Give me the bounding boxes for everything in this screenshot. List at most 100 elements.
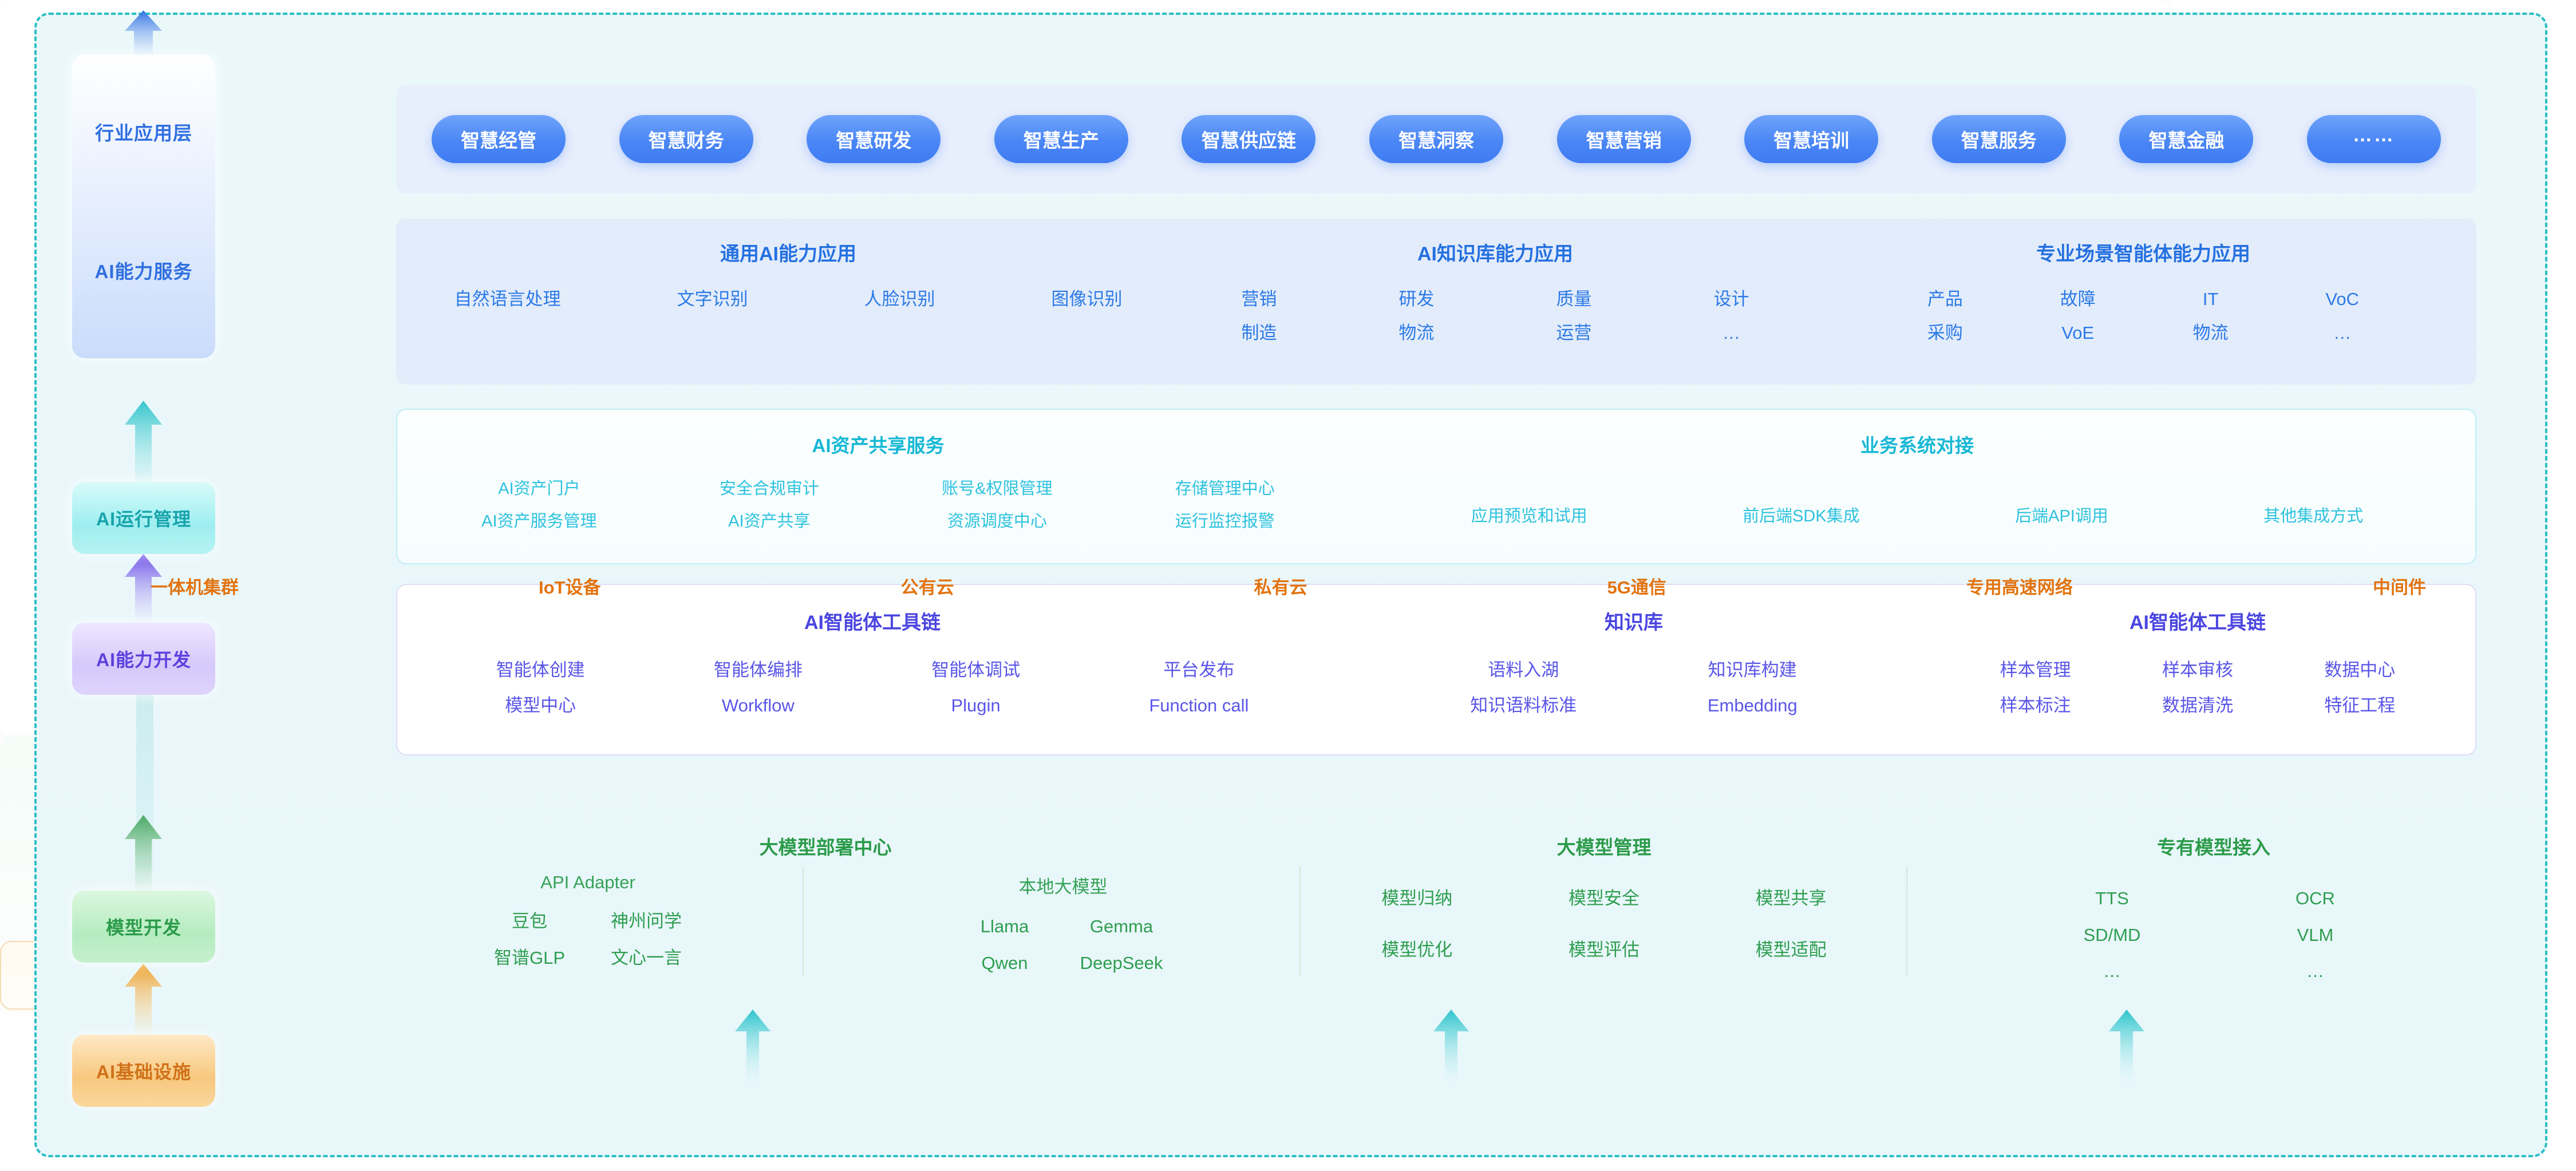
cell-row2: Qwen [981,952,1028,973]
mid-col-business-docking-title: 业务系统对接 [1860,435,1974,456]
management-cell[interactable]: 模型安全 模型评估 [1561,880,1647,968]
tool-col-agent-toolchain-right: AI智能体工具链 样本管理 样本标注 样本审核 数据清洗 数据中心 特征工程 [1920,585,2475,754]
sample-cell[interactable]: 样本审核 数据清洗 [2162,652,2233,723]
arrow-up-infra-1 [735,1010,771,1082]
sample-cell[interactable]: 样本管理 样本标注 [2000,652,2071,723]
cell-row2: 数据清洗 [2162,695,2233,715]
infra-item[interactable]: 一体机集群 [150,577,239,598]
infra-item[interactable]: 公有云 [900,577,954,598]
infra-item[interactable]: 私有云 [1254,577,1307,598]
cell-row1: 其他集成方式 [2263,507,2364,525]
cell-row1: OCR [2296,888,2335,908]
cell-row2: 物流 [1398,322,1435,343]
knowledge-cell[interactable]: 语料入湖 知识语料标准 [1470,652,1577,723]
infra-item[interactable]: 5G通信 [1607,577,1666,598]
model-chip[interactable]: 神州问学 文心一言 [603,903,689,976]
mid-col-asset-sharing: AI资产共享服务 AI资产门户 AI资产服务管理 安全合规审计 AI资产共享 账… [397,410,1359,563]
layer-ai-infrastructure[interactable]: AI基础设施 [72,1035,215,1107]
infra-item[interactable]: 专用高速网络 [1966,577,2073,598]
layer-label-industry-application: 行业应用层 [95,122,192,144]
layer-industry-application[interactable]: 行业应用层 AI能力服务 [72,55,215,358]
proprietary-cell[interactable]: OCR VLM … [2273,880,2358,990]
capability-cell[interactable]: VoC … [2325,283,2359,350]
proprietary-cell[interactable]: TTS SD/MD … [2069,880,2155,990]
toolchain-cell[interactable]: 平台发布 Function call [1149,652,1249,723]
cell-row1: TTS [2095,888,2129,908]
management-cell[interactable]: 模型共享 模型适配 [1748,880,1834,968]
toolchain-cell[interactable]: 智能体编排 Workflow [714,652,803,723]
capability-cell[interactable]: 自然语言处理 [455,283,561,317]
model-chip[interactable]: Llama Qwen [962,908,1048,981]
cell-row1: 模型安全 [1568,888,1639,908]
app-pill-1[interactable]: 智慧财务 [619,115,753,163]
docking-cell[interactable]: 前后端SDK集成 [1743,500,1860,533]
capability-cell[interactable]: 故障 VoE [2060,283,2096,350]
cell-row1: 文字识别 [677,289,748,309]
docking-cell[interactable]: 后端API调用 [2015,500,2108,533]
model-management-title: 大模型管理 [1556,837,1652,858]
sample-cell[interactable]: 数据中心 特征工程 [2324,652,2395,723]
infra-item[interactable]: 中间件 [2372,577,2426,598]
capability-cell[interactable]: 研发 物流 [1399,283,1435,350]
capability-cell[interactable]: 产品 采购 [1927,283,1963,350]
model-chip[interactable]: 豆包 智谱GLP [487,903,572,976]
capability-col-general: 通用AI能力应用 自然语言处理 文字识别 人脸识别 图像识别 [396,219,1180,385]
cell-row1: 人脸识别 [864,289,935,309]
cell-row1: 产品 [1927,289,1963,309]
capability-cell[interactable]: 人脸识别 [864,283,935,317]
capability-cell[interactable]: 设计 … [1714,283,1749,350]
cell-row1: 图像识别 [1051,289,1123,309]
layer-ai-capability-development[interactable]: AI能力开发 [72,623,215,695]
asset-cell[interactable]: 存储管理中心 运行监控报警 [1175,473,1275,537]
cell-row2: Embedding [1707,695,1797,715]
capability-cell[interactable]: IT 物流 [2193,283,2229,350]
tool-col-agent-toolchain-right-title: AI智能体工具链 [2129,612,2266,634]
asset-cell[interactable]: 安全合规审计 AI资产共享 [720,473,819,537]
layer-label-ai-runtime-management: AI运行管理 [96,509,191,529]
toolchain-band: AI智能体工具链 智能体创建 模型中心 智能体编排 Workflow 智能体调试… [396,584,2476,755]
infra-item[interactable]: IoT设备 [539,577,601,598]
management-cell[interactable]: 模型归纳 模型优化 [1374,880,1460,968]
cell-row1: 智能体创建 [496,660,585,680]
knowledge-cell[interactable]: 知识库构建 Embedding [1708,652,1797,723]
layer-model-development[interactable]: 模型开发 [72,891,215,963]
app-pill-0[interactable]: 智慧经管 [432,115,566,163]
capability-cell[interactable]: 文字识别 [677,283,748,317]
asset-service-band: AI资产共享服务 AI资产门户 AI资产服务管理 安全合规审计 AI资产共享 账… [396,409,2476,564]
cell-row1: 模型共享 [1755,888,1827,908]
toolchain-cell[interactable]: 智能体创建 模型中心 [496,652,585,723]
capability-cell[interactable]: 质量 运营 [1556,283,1592,350]
model-group-local-models: 本地大模型 Llama Qwen Gemma DeepSeek [962,872,1164,981]
cell-row3: … [2103,961,2121,982]
asset-cell[interactable]: AI资产门户 AI资产服务管理 [481,473,596,537]
cell-row1: 神州问学 [611,911,682,931]
capability-cell[interactable]: 图像识别 [1052,283,1123,317]
app-pill-9[interactable]: 智慧金融 [2119,115,2254,163]
docking-cell[interactable]: 其他集成方式 [2263,500,2363,533]
app-pill-6[interactable]: 智慧营销 [1556,115,1691,163]
cell-row1: 样本管理 [2000,660,2071,680]
model-col-proprietary: 专有模型接入 TTS SD/MD … OCR VLM … [1907,812,2520,1015]
app-pill-4[interactable]: 智慧供应链 [1182,115,1316,163]
cell-row2: 资源调度中心 [947,512,1047,531]
app-pill-2[interactable]: 智慧研发 [807,115,941,163]
cell-row3: … [2306,961,2324,982]
model-divider [1299,867,1301,975]
app-pill-3[interactable]: 智慧生产 [994,115,1128,163]
layer-ai-runtime-management[interactable]: AI运行管理 [72,482,215,554]
toolchain-cell[interactable]: 智能体调试 Plugin [931,652,1020,723]
docking-cell[interactable]: 应用预览和试用 [1471,500,1587,533]
capability-cell[interactable]: 营销 制造 [1242,283,1277,350]
model-chip[interactable]: Gemma DeepSeek [1078,908,1164,981]
cell-row2: 运行监控报警 [1175,512,1275,531]
model-band: 大模型部署中心 API Adapter 豆包 智谱GLP 神州问学 文心一言 [350,812,2520,1015]
app-pill-more[interactable]: …… [2306,115,2441,163]
cell-row2: DeepSeek [1080,952,1163,973]
app-pill-8[interactable]: 智慧服务 [1931,115,2066,163]
cell-row2: 智谱GLP [493,947,566,968]
asset-cell[interactable]: 账号&权限管理 资源调度中心 [942,473,1052,537]
app-pill-7[interactable]: 智慧培训 [1744,115,1879,163]
app-pill-5[interactable]: 智慧洞察 [1369,115,1503,163]
cell-row2: 知识语料标准 [1470,695,1577,715]
capability-col-knowledge-title: AI知识库能力应用 [1417,243,1573,265]
